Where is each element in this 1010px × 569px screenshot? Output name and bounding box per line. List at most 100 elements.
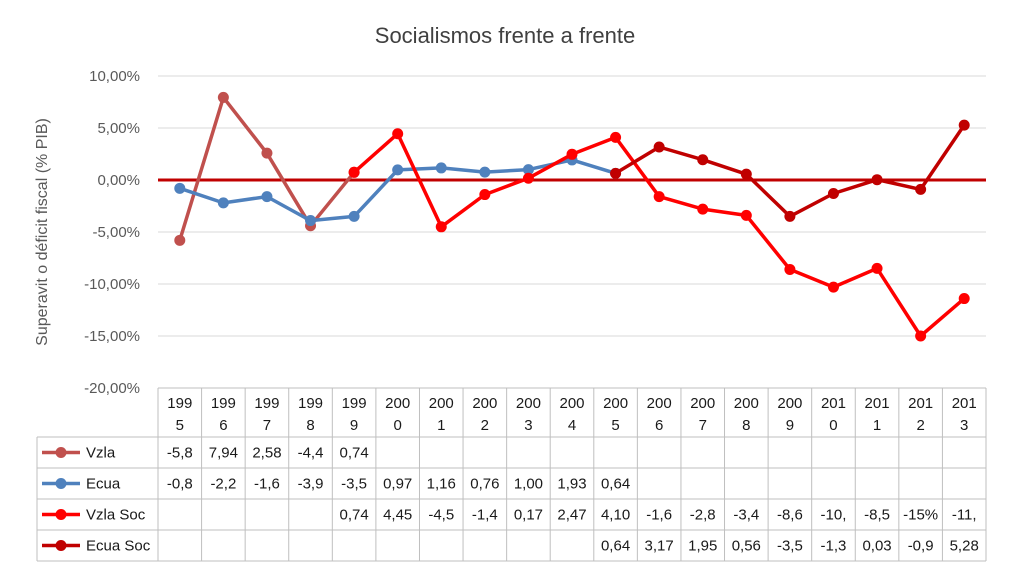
category-label: 0 [829,417,837,434]
data-point [740,168,752,180]
category-label: 199 [254,395,279,412]
table-value: 0,74 [340,507,369,524]
data-point [871,174,883,186]
data-point [522,172,534,184]
category-label: 3 [524,417,532,434]
category-label: 6 [655,417,663,434]
category-label: 4 [568,417,576,434]
table-value: 4,10 [601,507,630,524]
series-ecua-soc [610,119,970,222]
category-label: 9 [786,417,794,434]
data-point [392,164,404,176]
table-value: -3,9 [298,476,324,493]
table-value: -3,5 [777,538,803,555]
data-point [653,191,665,203]
table-value: -8,6 [777,507,803,524]
data-point [174,182,186,194]
legend-key [42,509,80,520]
category-label: 199 [342,395,367,412]
category-label: 200 [472,395,497,412]
category-label: 9 [350,417,358,434]
table-value: 0,56 [732,538,761,555]
table-value: 0,03 [862,538,891,555]
category-label: 200 [603,395,628,412]
category-label: 1 [873,417,881,434]
category-label: 8 [306,417,314,434]
category-label: 2 [916,417,924,434]
table-value: 1,93 [557,476,586,493]
data-point [261,191,273,203]
data-point [827,281,839,293]
table-value: -5,8 [167,445,193,462]
table-value: 0,64 [601,476,630,493]
data-point [522,164,534,176]
table-value: 0,64 [601,538,630,555]
category-label: 199 [211,395,236,412]
table-value: 5,28 [950,538,979,555]
data-point [435,162,447,174]
table-value: -4,5 [428,507,454,524]
series-line [352,131,966,338]
table-value: 0,76 [470,476,499,493]
table-value: 3,17 [645,538,674,555]
data-point [697,203,709,215]
data-point [784,210,796,222]
table-value: 2,47 [557,507,586,524]
data-point [479,166,491,178]
category-label: 7 [699,417,707,434]
table-value: 4,45 [383,507,412,524]
legend-marker [55,540,67,551]
category-label: 201 [952,395,977,412]
y-tick-label: -5,00% [92,224,140,241]
data-point [915,183,927,195]
category-label: 200 [559,395,584,412]
series-lines [174,91,970,342]
category-label: 199 [167,395,192,412]
data-point [697,154,709,166]
category-label: 201 [821,395,846,412]
table-value: -2,8 [690,507,716,524]
table-value: -4,4 [298,445,324,462]
data-point [566,148,578,160]
category-label: 3 [960,417,968,434]
y-tick-label: 0,00% [97,172,140,189]
table-value: 1,16 [427,476,456,493]
data-point [915,330,927,342]
data-point [261,147,273,159]
y-tick-label: -15,00% [84,328,140,345]
data-point [784,263,796,275]
table-value: -8,5 [864,507,890,524]
data-point [827,188,839,200]
data-point [740,209,752,221]
category-label: 7 [263,417,271,434]
category-label: 200 [734,395,759,412]
table-value: -2,2 [210,476,236,493]
data-point [479,189,491,201]
y-tick-label: -10,00% [84,276,140,293]
category-label: 5 [611,417,619,434]
category-label: 199 [298,395,323,412]
category-label: 200 [777,395,802,412]
table-value: 0,97 [383,476,412,493]
y-tick-label: -20,00% [84,380,140,397]
y-tick-label: 10,00% [89,68,140,85]
data-point [174,234,186,246]
table-value: 7,94 [209,445,238,462]
data-point [958,293,970,305]
category-label: 200 [690,395,715,412]
legend-label: Vzla Soc [86,507,146,524]
data-point [217,91,229,103]
y-tick-label: 5,00% [97,120,140,137]
data-point [958,119,970,131]
category-label: 8 [742,417,750,434]
legend-label: Ecua Soc [86,538,151,555]
category-label: 200 [385,395,410,412]
chart-title: Socialismos frente a frente [375,23,635,48]
category-label: 200 [429,395,454,412]
legend-key [42,478,80,489]
table-value: -1,3 [821,538,847,555]
legend-key [42,540,80,551]
table-value: 0,17 [514,507,543,524]
category-label: 6 [219,417,227,434]
